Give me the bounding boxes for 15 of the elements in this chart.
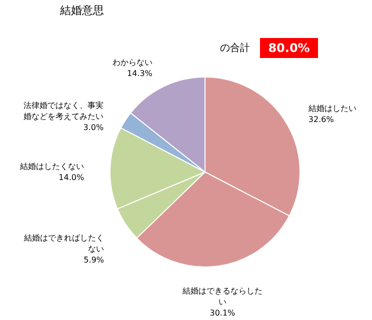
slice-label: わからない <box>112 58 152 68</box>
data-label: 3.0% <box>83 122 104 132</box>
text: の合計 <box>220 42 250 54</box>
data-label: 30.1% <box>210 308 236 318</box>
slice-label: 結婚はしたい <box>307 104 356 114</box>
slice-label: 結婚はできるならしたい <box>181 286 262 307</box>
chart-title: 結婚意思 <box>59 4 104 17</box>
text: 80.0% <box>268 41 310 55</box>
data-label: 5.9% <box>84 256 104 265</box>
data-label: 14.0% <box>58 172 84 182</box>
slice-label: 結婚はしたくない <box>19 162 84 171</box>
data-label: 32.6% <box>308 115 334 124</box>
slice-label: 結婚はできればしたくない <box>23 234 104 254</box>
slice-label: 法律婚ではなく、事実婚などを考えてみたい <box>24 100 104 121</box>
data-label: 14.3% <box>126 69 153 78</box>
